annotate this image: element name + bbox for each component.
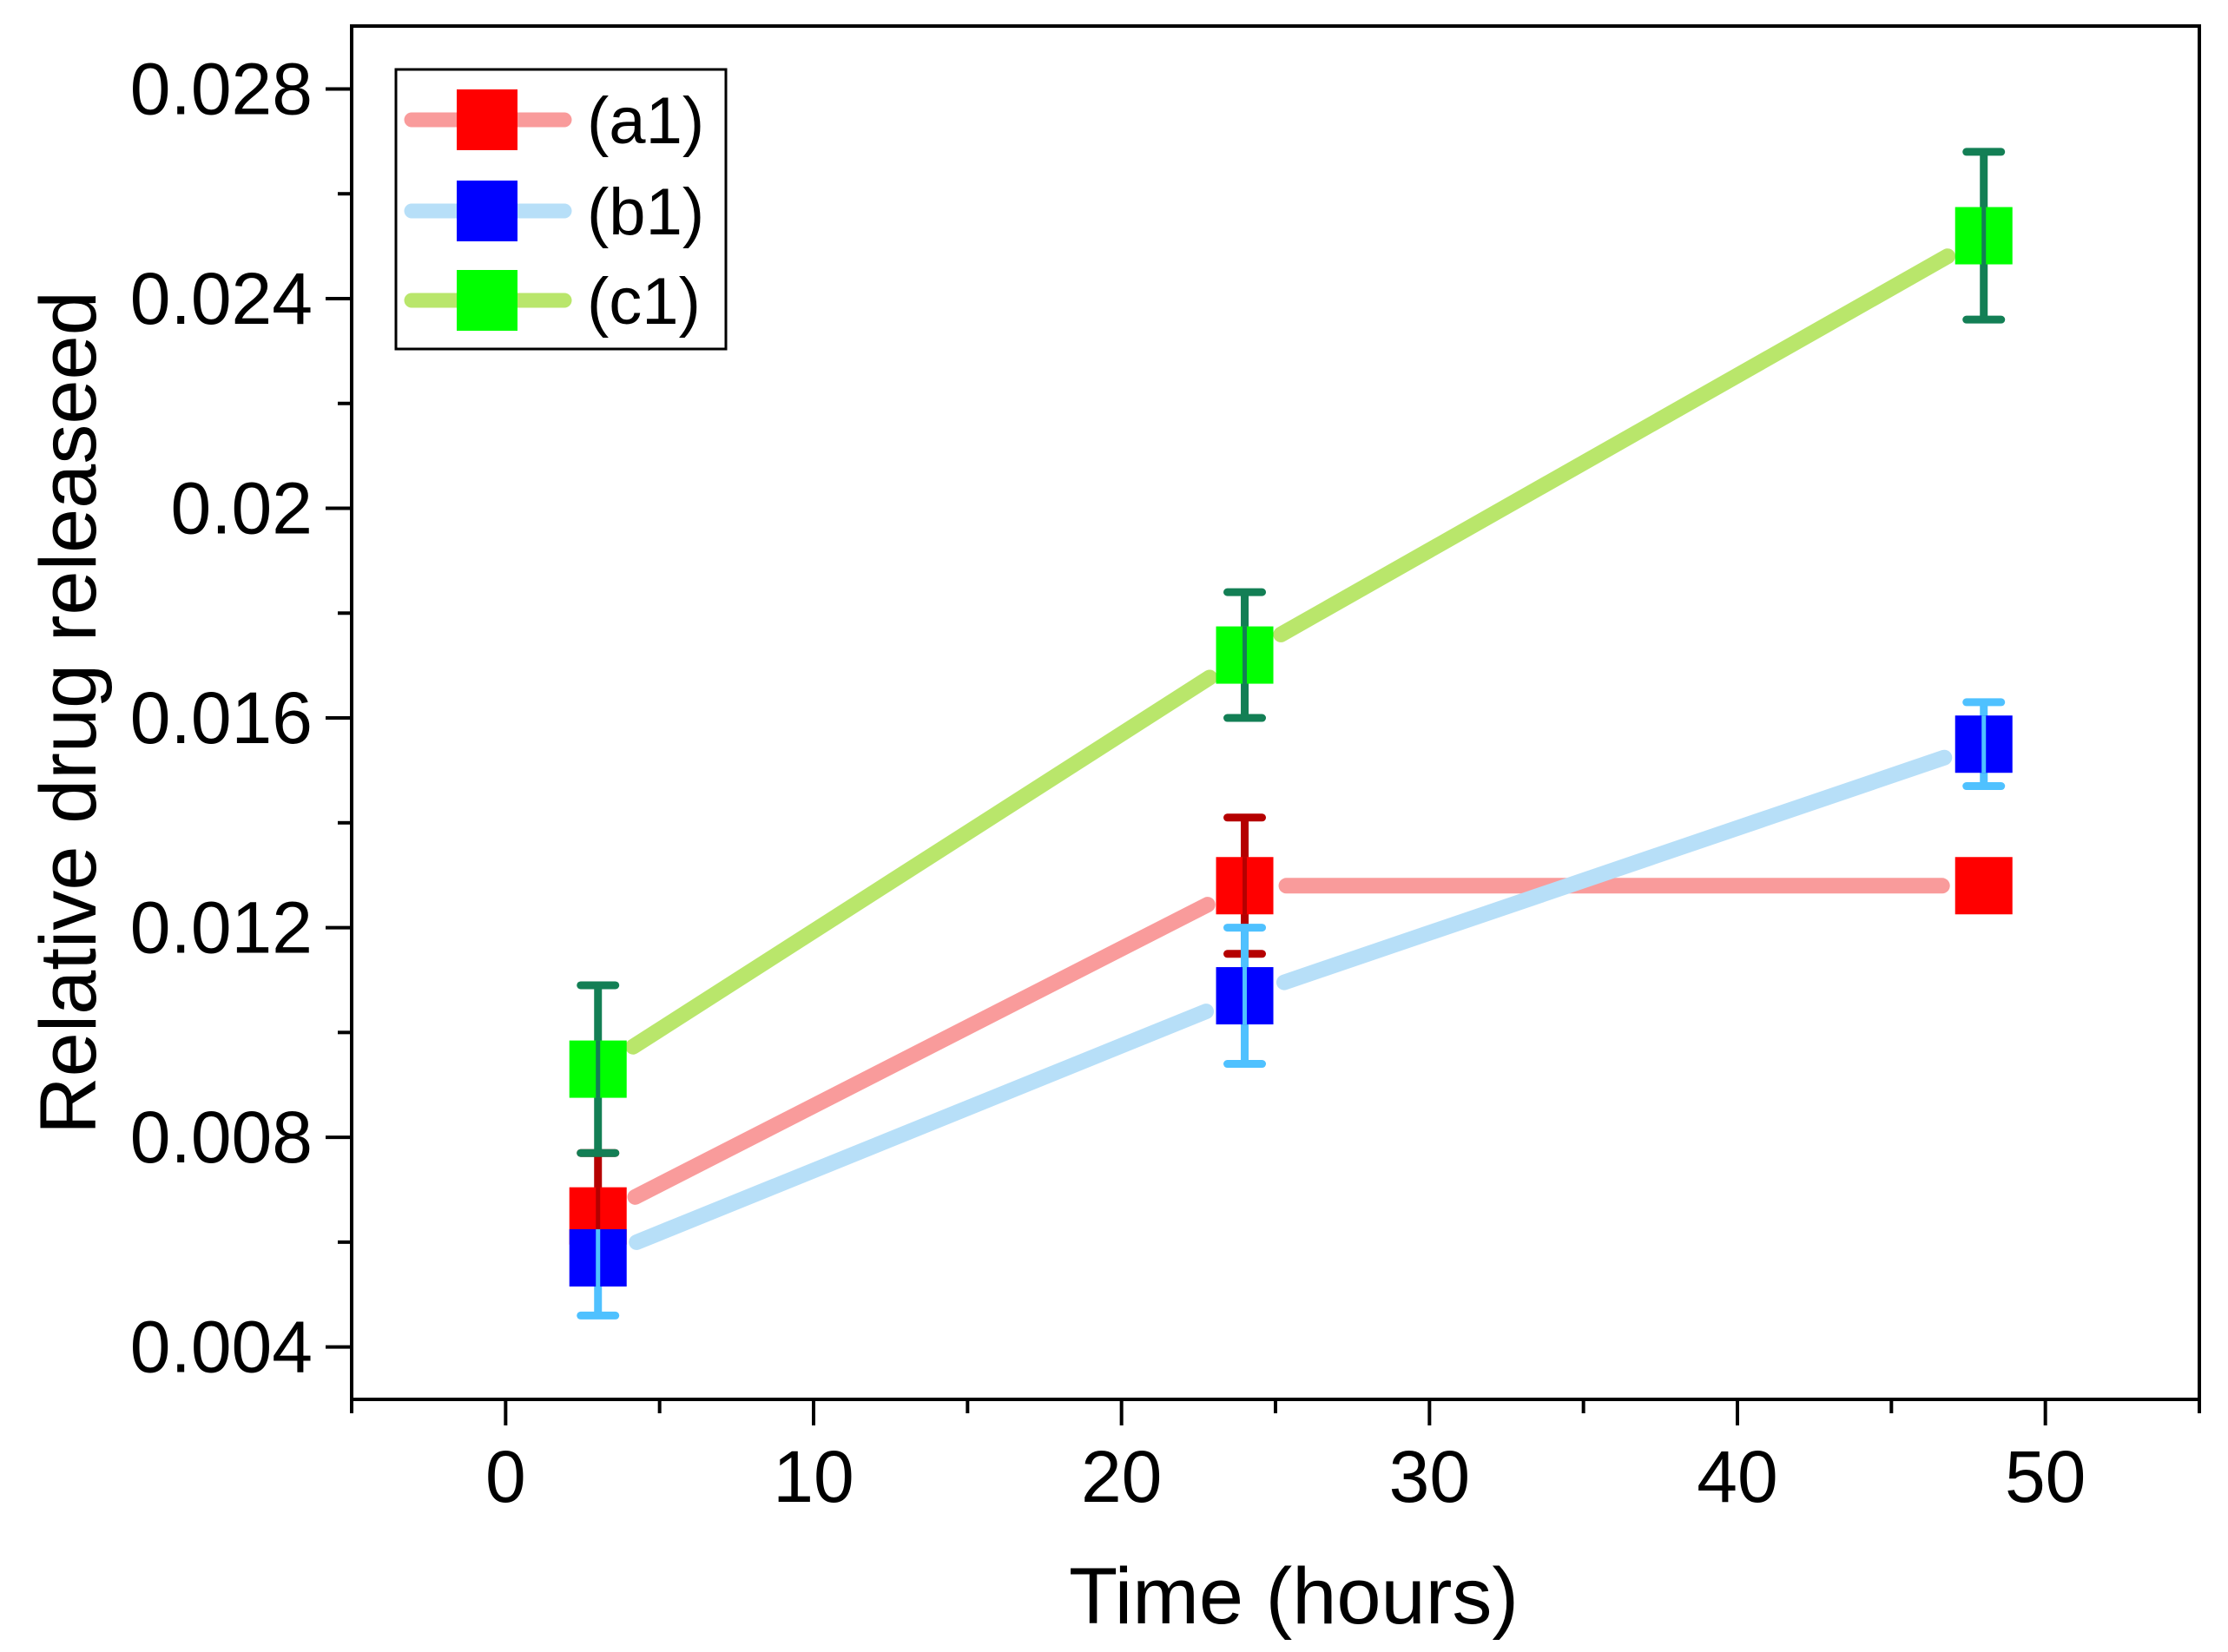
x-tick-label-10: 10: [773, 1436, 854, 1517]
y-tick-label-6: 0.028: [130, 48, 313, 129]
data-markers: [569, 207, 2013, 1287]
x-tick-label-20: 20: [1081, 1436, 1162, 1517]
series-0-marker-2: [1954, 857, 2013, 915]
plot-frame: [350, 24, 2201, 1401]
x-axis-title: Time (hours): [1069, 1552, 1519, 1641]
y-tick-label-3: 0.016: [130, 677, 313, 759]
legend-label-2: (c1): [587, 265, 701, 339]
x-tick-label-50: 50: [2005, 1436, 2086, 1517]
series-1-segment-0: [629, 1004, 1215, 1250]
y-axis-title: Relative drug releaseed: [24, 291, 113, 1135]
y-tick-label-0: 0.004: [130, 1306, 313, 1388]
x-tick-label-0: 0: [485, 1436, 526, 1517]
legend: (a1) (b1) (c1): [394, 68, 728, 351]
legend-marker-2: [457, 270, 517, 331]
axes: 0 10 20 30 40 50 0.004 0.008 0.012 0.016 0.02 0.024…: [130, 48, 2201, 1517]
legend-label-0: (a1): [587, 84, 704, 158]
series-0-segment-0: [627, 897, 1216, 1205]
legend-marker-0: [457, 89, 517, 150]
series-lines: [625, 248, 1955, 1250]
series-1-segment-1: [1275, 749, 1953, 991]
x-tick-label-30: 30: [1389, 1436, 1470, 1517]
legend-label-1: (b1): [587, 175, 704, 249]
series-2-segment-0: [625, 669, 1218, 1055]
y-tick-label-2: 0.012: [130, 887, 313, 969]
legend-marker-1: [457, 181, 517, 241]
series-2-segment-1: [1273, 248, 1955, 642]
y-tick-label-5: 0.024: [130, 258, 313, 339]
y-tick-label-1: 0.008: [130, 1096, 313, 1178]
x-tick-label-40: 40: [1697, 1436, 1777, 1517]
y-tick-label-4: 0.02: [171, 468, 313, 550]
